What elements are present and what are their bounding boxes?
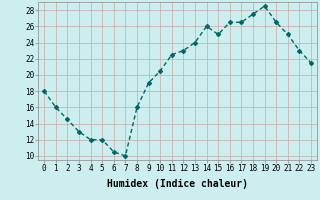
X-axis label: Humidex (Indice chaleur): Humidex (Indice chaleur): [107, 179, 248, 189]
